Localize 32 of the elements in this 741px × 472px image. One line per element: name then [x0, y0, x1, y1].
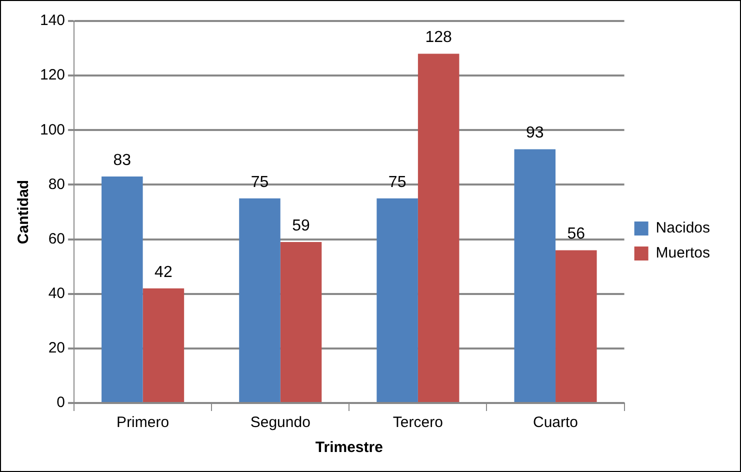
- data-label: 42: [154, 264, 172, 281]
- data-label: 75: [250, 174, 269, 191]
- data-label: 75: [388, 174, 406, 191]
- y-tick-label: 20: [48, 340, 66, 357]
- bar: [102, 176, 143, 402]
- data-label: 56: [567, 226, 586, 243]
- y-tick-label: 60: [48, 230, 66, 248]
- legend-label: Muertos: [656, 244, 710, 262]
- bar: [556, 250, 597, 402]
- y-tick-label: 120: [40, 66, 66, 84]
- y-tick-label: 0: [56, 394, 66, 412]
- data-label: 128: [425, 29, 452, 46]
- x-tick-label: Segundo: [250, 414, 310, 432]
- y-tick-label: 80: [48, 176, 66, 193]
- bar: [418, 54, 460, 402]
- data-label: 93: [526, 124, 544, 142]
- y-tick-label: 100: [40, 121, 66, 138]
- data-label: 59: [292, 217, 310, 234]
- y-tick-label: 40: [48, 285, 66, 302]
- x-tick-label: Primero: [116, 414, 170, 432]
- legend-label: Nacidos: [656, 220, 710, 237]
- bar: [376, 198, 418, 402]
- y-axis-title: Cantidad: [15, 180, 32, 244]
- bar: [280, 242, 322, 402]
- data-label: 83: [113, 152, 132, 169]
- bar: [239, 198, 280, 402]
- bar: [514, 149, 556, 402]
- x-tick-label: Tercero: [392, 414, 443, 432]
- bar: [142, 288, 184, 402]
- x-axis-title: Trimestre: [315, 439, 383, 456]
- x-tick-label: Cuarto: [533, 414, 578, 432]
- y-tick-label: 140: [40, 12, 66, 30]
